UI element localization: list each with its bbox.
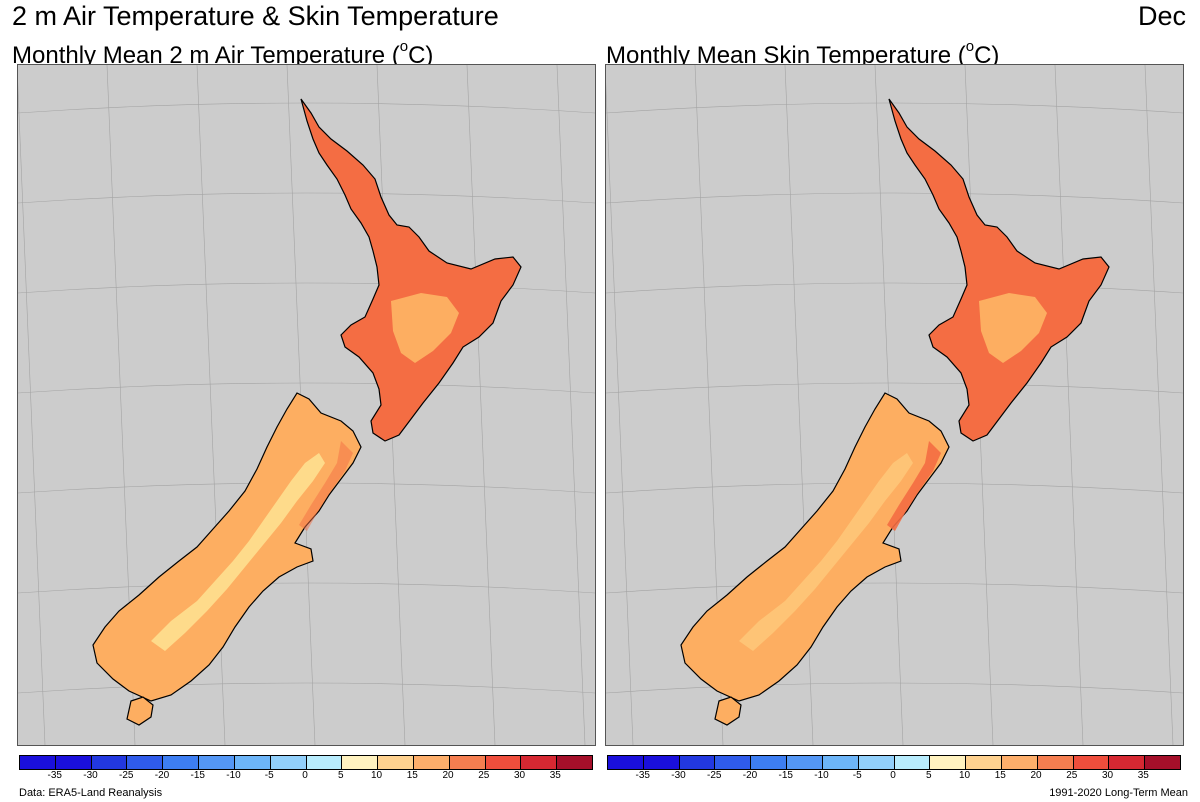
colorbar-swatch <box>521 756 558 769</box>
colorbar-swatch <box>1001 756 1038 769</box>
colorbar-tick-label: -20 <box>154 770 170 781</box>
colorbar-swatch <box>413 756 450 769</box>
colorbar-tick-label: 0 <box>890 770 896 781</box>
map-canvas <box>606 65 1183 745</box>
colorbar-swatch <box>894 756 931 769</box>
colorbar-tick-label: 5 <box>337 770 344 781</box>
colorbar-tick-label: 20 <box>442 770 454 781</box>
colorbar-swatch <box>858 756 895 769</box>
colorbar-air <box>19 755 593 770</box>
colorbar-tick-label: 5 <box>925 770 932 781</box>
colorbar-tick-label: -10 <box>814 770 829 781</box>
colorbar-tick-label: -30 <box>83 770 98 781</box>
skin-temperature-map <box>605 64 1184 746</box>
colorbar-swatch <box>608 756 644 769</box>
colorbar-tick-label: 10 <box>958 770 971 781</box>
stewart-island <box>126 696 154 726</box>
colorbar-tick-label: -25 <box>707 770 722 781</box>
colorbar-tick-label: -35 <box>635 770 650 781</box>
colorbar-tick-label: -30 <box>671 770 686 781</box>
colorbar-swatch <box>966 756 1002 769</box>
canterbury-strip <box>887 441 941 531</box>
month-label: Dec <box>1137 1 1186 31</box>
colorbar-swatch <box>1037 756 1074 769</box>
colorbar-ticks-skin: -35 -30 -25 -20 -15 -10 -5 0 5 10 15 20 25 30 35 <box>607 770 1179 784</box>
colorbar-tick-label: 0 <box>302 770 308 781</box>
colorbar-swatch <box>378 756 414 769</box>
colorbar-ticks-air: -35 -30 -25 -20 -15 -10 -5 0 5 10 15 20 25 30 35 <box>19 770 591 784</box>
colorbar-tick-label: 30 <box>513 770 526 781</box>
colorbar-swatch <box>822 756 859 769</box>
colorbar-tick-label: -5 <box>852 770 862 781</box>
colorbar-swatch <box>342 756 379 769</box>
colorbar-swatch <box>557 756 592 769</box>
colorbar-tick-label: -15 <box>190 770 205 781</box>
colorbar-tick-label: -20 <box>742 770 758 781</box>
colorbar-swatch <box>163 756 200 769</box>
colorbar-tick-label: -5 <box>264 770 274 781</box>
colorbar-tick-label: -35 <box>47 770 62 781</box>
figure-title: 2 m Air Temperature & Skin Temperature <box>12 1 499 31</box>
colorbar-swatch <box>715 756 752 769</box>
graticule <box>18 65 595 745</box>
central-plateau <box>979 293 1047 363</box>
colorbar-skin <box>607 755 1181 770</box>
period-note: 1991-2020 Long-Term Mean <box>1049 787 1188 799</box>
canterbury-strip <box>299 441 353 531</box>
colorbar-tick-label: 10 <box>370 770 383 781</box>
data-source-note: Data: ERA5-Land Reanalysis <box>19 787 163 799</box>
southern-alps <box>739 453 913 651</box>
colorbar-swatch <box>1073 756 1110 769</box>
colorbar-swatch <box>787 756 823 769</box>
colorbar-swatch <box>449 756 486 769</box>
colorbar-swatch <box>270 756 307 769</box>
colorbar-tick-label: -25 <box>119 770 134 781</box>
colorbar-tick-label: 15 <box>406 770 418 781</box>
colorbar-swatch <box>1109 756 1146 769</box>
colorbar-swatch <box>199 756 235 769</box>
colorbar-swatch <box>643 756 680 769</box>
colorbar-swatch <box>485 756 522 769</box>
colorbar-swatch <box>1145 756 1180 769</box>
colorbar-swatch <box>91 756 128 769</box>
colorbar-swatch <box>306 756 343 769</box>
colorbar-tick-label: 35 <box>549 770 561 781</box>
north-island <box>300 98 522 442</box>
colorbar-swatch <box>127 756 164 769</box>
north-island <box>888 98 1110 442</box>
stewart-island <box>714 696 742 726</box>
map-canvas <box>18 65 595 745</box>
colorbar-tick-label: 35 <box>1137 770 1149 781</box>
south-island <box>92 392 362 702</box>
colorbar-tick-label: 20 <box>1030 770 1042 781</box>
colorbar-tick-label: -10 <box>226 770 241 781</box>
south-island <box>680 392 950 702</box>
colorbar-swatch <box>751 756 788 769</box>
colorbar-tick-label: 25 <box>478 770 490 781</box>
colorbar-swatch <box>930 756 967 769</box>
southern-alps <box>151 453 325 651</box>
colorbar-swatch <box>20 756 56 769</box>
colorbar-tick-label: -15 <box>778 770 793 781</box>
colorbar-swatch <box>234 756 271 769</box>
colorbar-tick-label: 15 <box>994 770 1006 781</box>
air-temperature-map <box>17 64 596 746</box>
colorbar-swatch <box>679 756 716 769</box>
colorbar-tick-label: 30 <box>1101 770 1114 781</box>
colorbar-swatch <box>55 756 92 769</box>
central-plateau <box>391 293 459 363</box>
colorbar-tick-label: 25 <box>1066 770 1078 781</box>
